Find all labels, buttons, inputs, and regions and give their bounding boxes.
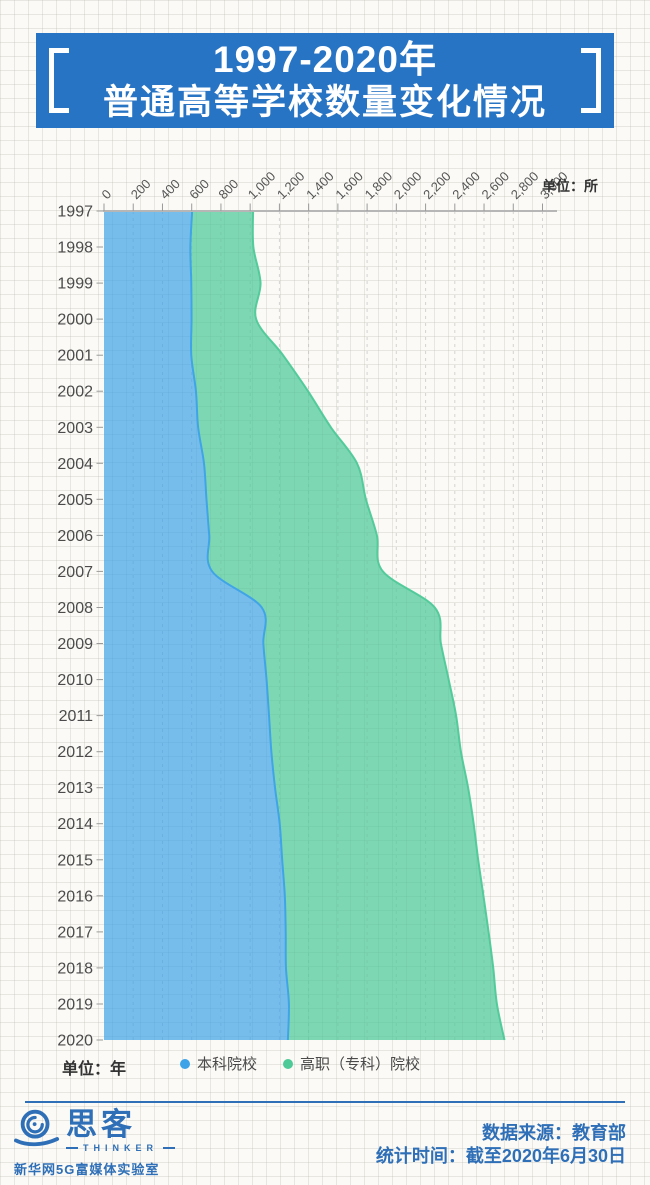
y-axis-year-label: 2013 [57,780,93,797]
series-areas [104,210,506,1041]
x-axis-tick-label: 200 [128,176,154,202]
area-undergraduate [104,211,289,1040]
x-axis-tick-label: 800 [215,176,241,202]
y-axis-year-label: 2016 [57,888,93,905]
data-source-block: 数据来源：教育部 统计时间：截至2020年6月30日 [376,1122,626,1168]
thinker-logo: 思客 THINKER 新华网5G富媒体实验室 [14,1108,175,1178]
brand-name: 思客 [66,1107,136,1143]
legend-item-vocational: 高职（专科）院校 [283,1053,420,1074]
y-axis-year-label: 1998 [57,240,93,257]
brand-en: THINKER [83,1143,158,1153]
y-axis-year-label: 1997 [57,204,93,221]
x-axis-tick-label: 1,200 [274,169,308,203]
y-axis-year-label: 2006 [57,528,93,545]
y-axis-year-label: 2003 [57,420,93,437]
y-axis-year-label: 2010 [57,672,93,689]
y-axis-year-label: 2009 [57,636,93,653]
title-line-2: 普通高等学校数量变化情况 [102,82,547,122]
y-axis-year-label: 2020 [57,1033,93,1050]
y-axis-year-label: 2000 [57,312,93,329]
x-axis-tick-label: 400 [157,176,183,202]
x-axis-tick-label: 2,600 [479,169,513,203]
y-axis-year-label: 2017 [57,924,93,941]
x-axis-tick-label: 1,400 [303,169,337,203]
brand-subtitle: 新华网5G富媒体实验室 [14,1162,160,1177]
y-axis-year-label: 2002 [57,384,93,401]
y-axis-year-label: 2008 [57,600,93,617]
y-axis-year-label: 1999 [57,276,93,293]
stat-time-line: 统计时间：截至2020年6月30日 [375,1146,626,1166]
y-axis-year-label: 2011 [59,708,94,725]
x-axis-unit-label: 单位：所 [542,178,598,194]
legend-label: 本科院校 [196,1056,257,1073]
legend-dot-green-icon [283,1058,293,1069]
data-source-line: 数据来源：教育部 [482,1123,626,1143]
y-axis-unit-label: 单位：年 [62,1061,127,1078]
x-axis-tick-label: 2,800 [508,169,542,203]
x-axis-tick-label: 2,200 [420,169,454,203]
left-bracket-icon [49,48,69,113]
y-axis-year-label: 2005 [57,492,93,509]
x-axis-tick-label: 2,000 [391,169,425,203]
y-axis-year-label: 2014 [57,816,93,833]
y-axis-year-label: 2012 [57,744,93,761]
title-banner: 1997-2020年 普通高等学校数量变化情况 [36,33,614,128]
y-axis: 1997 1998 1999 2000 2001 2002 2003 2004 2005 2006… [57,204,103,1050]
edge-undergraduate [189,210,290,1041]
x-axis-tick-label: 1,800 [362,169,396,203]
chart-legend: 本科院校 高职（专科）院校 [0,1053,625,1074]
legend-label: 高职（专科）院校 [300,1056,421,1073]
x-axis-tick-label: 2,400 [449,169,483,203]
x-axis-tick-label: 0 [99,186,115,202]
legend-item-undergraduate: 本科院校 [179,1053,257,1074]
right-bracket-icon [581,48,601,113]
x-axis-tick-label: 1,000 [245,169,279,203]
edge-vocational [251,210,506,1041]
brand-rule-right [163,1147,175,1149]
y-axis-year-label: 2001 [57,348,93,365]
x-axis-tick-label: 1,600 [332,169,366,203]
y-axis-year-label: 2007 [57,564,93,581]
brand-rule-left [66,1147,78,1149]
footer-divider [25,1101,625,1103]
area-vocational [190,211,505,1040]
thinker-swirl-icon [14,1109,60,1147]
y-axis-year-label: 2019 [57,997,93,1014]
brand-en-row: THINKER [66,1143,175,1153]
x-axis-tick-label: 600 [186,176,212,202]
y-axis-year-label: 2018 [57,960,93,977]
y-axis-year-label: 2015 [57,852,93,869]
title-line-1: 1997-2020年 [213,38,437,80]
y-axis-year-label: 2004 [57,456,93,473]
x-axis: 0 200 400 600 800 1,0001,2001,4001,6001,8002,… [99,169,571,212]
legend-dot-blue-icon [179,1058,190,1069]
